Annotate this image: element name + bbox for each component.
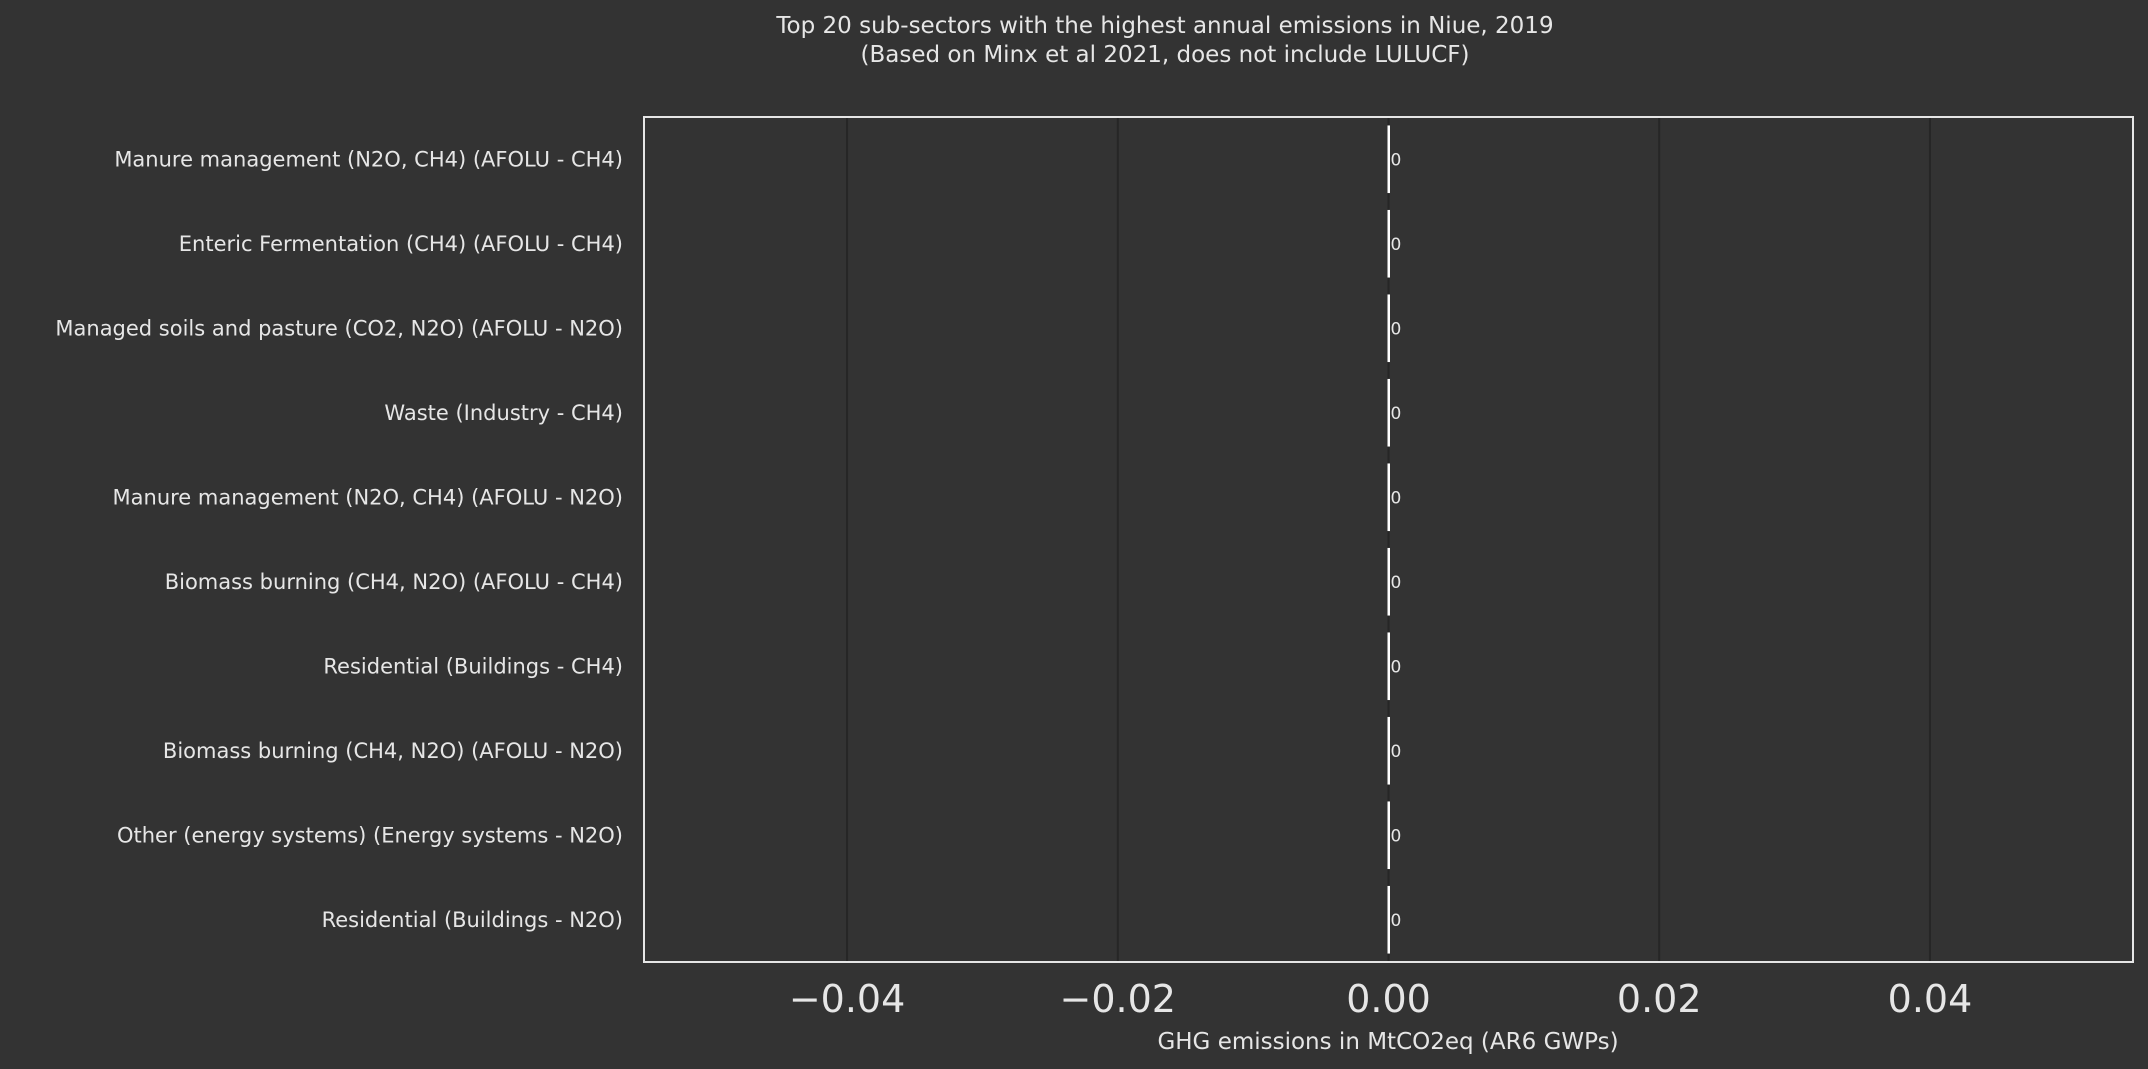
bar-value-label: 0 [1391,826,1402,846]
x-tick-label: 0.00 [1346,977,1431,1021]
x-axis-tick-labels: −0.04 −0.02 0.00 0.02 0.04 [789,977,1972,1021]
bar [1387,209,1390,278]
data-labels: 0 0 0 0 0 0 0 0 0 0 [1391,150,1402,931]
y-category-label: Enteric Fermentation (CH4) (AFOLU - CH4) [179,232,623,256]
bar [1387,463,1390,532]
bars [1387,125,1390,954]
y-category-label: Waste (Industry - CH4) [384,401,623,425]
bar [1387,547,1390,616]
bar-value-label: 0 [1391,911,1402,931]
y-category-label: Biomass burning (CH4, N2O) (AFOLU - N2O) [163,739,623,763]
bar [1387,716,1390,785]
chart-subtitle: (Based on Minx et al 2021, does not incl… [860,42,1469,68]
y-axis-category-labels: Manure management (N2O, CH4) (AFOLU - CH… [55,147,623,932]
x-tick-label: 0.04 [1888,977,1973,1021]
bar [1387,294,1390,363]
plot-frame [643,116,2134,963]
y-category-label: Other (energy systems) (Energy systems -… [117,823,623,847]
x-tick-label: −0.04 [789,977,905,1021]
y-category-label: Biomass burning (CH4, N2O) (AFOLU - CH4) [165,570,623,594]
bar-value-label: 0 [1391,150,1402,170]
chart-title: Top 20 sub-sectors with the highest annu… [775,13,1553,39]
y-category-label: Manure management (N2O, CH4) (AFOLU - CH… [114,147,623,171]
bar [1387,378,1390,447]
bar-value-label: 0 [1391,742,1402,762]
x-tick-label: 0.02 [1617,977,1702,1021]
y-category-label: Residential (Buildings - N2O) [322,908,623,932]
bar [1387,125,1390,194]
y-category-label: Managed soils and pasture (CO2, N2O) (AF… [55,316,623,340]
bar-value-label: 0 [1391,573,1402,593]
bar-value-label: 0 [1391,235,1402,255]
bar-value-label: 0 [1391,657,1402,677]
bar [1387,632,1390,701]
bar [1387,885,1390,954]
bar-value-label: 0 [1391,488,1402,508]
bar [1387,801,1390,870]
y-category-label: Residential (Buildings - CH4) [323,654,623,678]
x-axis-label: GHG emissions in MtCO2eq (AR6 GWPs) [1157,1029,1618,1055]
y-category-label: Manure management (N2O, CH4) (AFOLU - N2… [113,485,623,509]
x-tick-label: −0.02 [1060,977,1176,1021]
bar-value-label: 0 [1391,319,1402,339]
bar-value-label: 0 [1391,404,1402,424]
